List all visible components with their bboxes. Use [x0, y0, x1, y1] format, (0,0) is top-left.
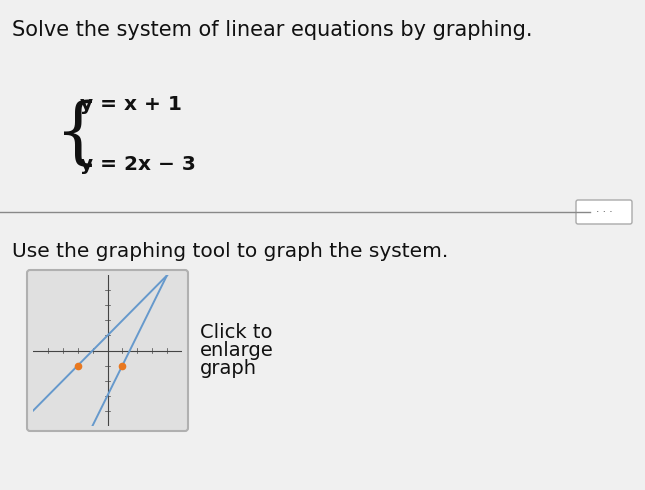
Text: Click to: Click to [200, 323, 272, 342]
FancyBboxPatch shape [27, 270, 188, 431]
Text: Use the graphing tool to graph the system.: Use the graphing tool to graph the syste… [12, 242, 448, 261]
FancyBboxPatch shape [576, 200, 632, 224]
Text: y = x + 1: y = x + 1 [80, 96, 182, 115]
Text: · · ·: · · · [596, 207, 612, 217]
Text: enlarge: enlarge [200, 341, 273, 360]
Text: graph: graph [200, 359, 257, 378]
Text: {: { [55, 100, 101, 170]
Text: y = 2x − 3: y = 2x − 3 [80, 155, 196, 174]
Text: Solve the system of linear equations by graphing.: Solve the system of linear equations by … [12, 20, 533, 40]
